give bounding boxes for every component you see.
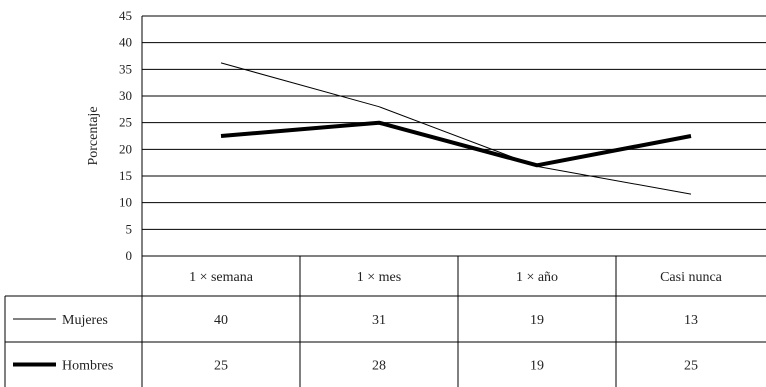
series-name: Mujeres [62,313,108,328]
table-cell: 31 [372,313,386,328]
table-cell: 19 [530,359,544,374]
y-tick-label: 20 [119,141,132,156]
table-cell: 19 [530,313,544,328]
y-tick-label: 15 [119,168,132,183]
series-name: Hombres [62,359,113,374]
table-cell: 25 [684,359,698,374]
y-tick-label: 45 [119,8,132,23]
series-lines [220,62,692,195]
series-line-mujeres [220,62,692,195]
y-tick-label: 40 [119,35,132,50]
y-tick-label: 10 [119,195,132,210]
y-axis-label: Porcentaje [86,106,101,165]
table-cell: 25 [214,359,228,374]
y-tick-label: 25 [119,115,132,130]
series-line-hombres [220,120,692,168]
y-tick-label: 0 [126,248,133,263]
y-tick-label: 5 [126,221,133,236]
y-tick-label: 35 [119,61,132,76]
y-tick-label: 30 [119,88,132,103]
data-table: 1 × semana 1 × mes 1 × año Casi nunca Mujere… [4,256,766,387]
table-cell: 13 [684,313,698,328]
grid-lines [141,15,766,257]
category-label: 1 × semana [189,270,254,285]
category-label: 1 × mes [357,270,401,285]
category-label: Casi nunca [660,270,723,285]
y-tick-labels: 0 5 10 15 20 25 30 35 40 45 [119,8,132,263]
category-label: 1 × año [516,270,558,285]
table-cell: 40 [214,313,228,328]
table-cell: 28 [372,359,386,374]
